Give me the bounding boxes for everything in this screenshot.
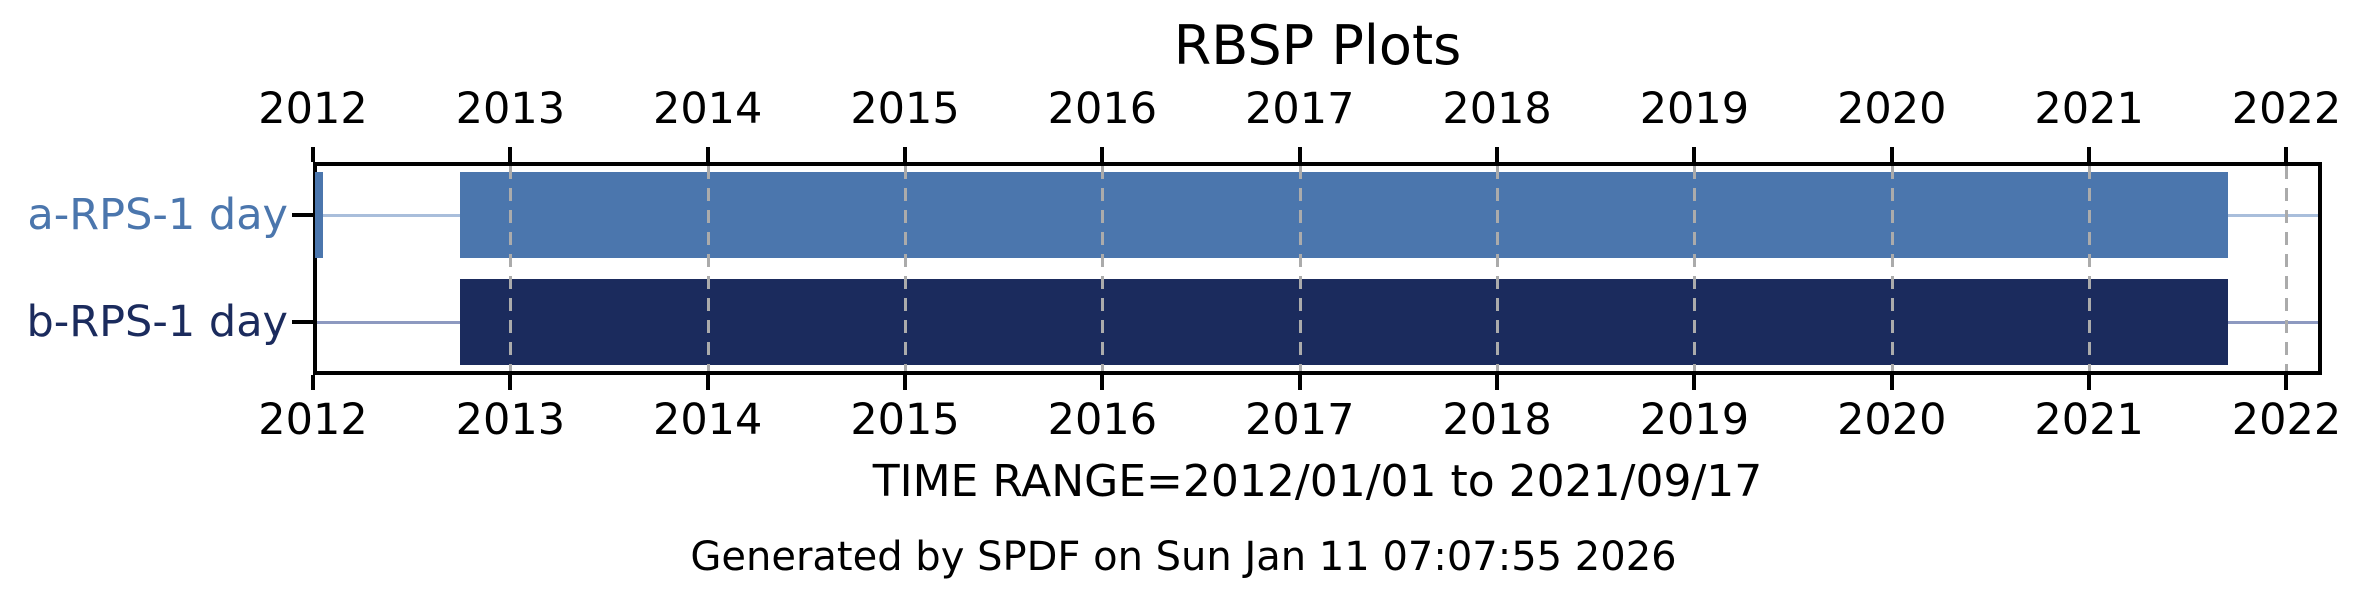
x-tick-mark-top [2087,147,2092,162]
x-tick-mark-top [705,147,710,162]
x-tick-mark-top [903,147,908,162]
x-tick-mark-bottom [705,375,710,390]
x-tick-mark-bottom [1692,375,1697,390]
x-tick-mark-bottom [508,375,513,390]
x-tick-label-bottom: 2016 [1047,395,1158,445]
year-grid-line [1101,166,1105,371]
x-tick-mark-bottom [2087,375,2092,390]
y-tick-mark [292,213,313,218]
x-tick-mark-top [1100,147,1105,162]
x-tick-label-top: 2019 [1639,84,1750,134]
x-tick-label-top: 2016 [1047,84,1158,134]
availability-bar-segment [460,172,2229,259]
x-tick-mark-bottom [1495,375,1500,390]
x-tick-label-top: 2014 [652,84,763,134]
x-tick-mark-top [1692,147,1697,162]
x-tick-label-top: 2018 [1442,84,1552,134]
x-tick-label-bottom: 2021 [2034,395,2144,445]
x-tick-label-top: 2013 [455,84,566,134]
x-tick-mark-bottom [1889,375,1894,390]
x-tick-label-bottom: 2017 [1245,395,1355,445]
time-range-label: TIME RANGE=2012/01/01 to 2021/09/17 [872,456,1763,507]
x-tick-mark-bottom [311,375,315,390]
row-label: a-RPS-1 day [27,190,288,241]
year-grid-line [1890,166,1894,371]
year-grid-line [2285,166,2289,371]
y-tick-mark [292,319,313,324]
x-tick-label-top: 2015 [850,84,960,134]
chart-title: RBSP Plots [1173,14,1462,77]
x-tick-label-bottom: 2015 [850,395,960,445]
x-tick-label-top: 2012 [258,84,368,134]
x-tick-label-bottom: 2018 [1442,395,1552,445]
x-tick-mark-bottom [2284,375,2289,390]
x-tick-mark-top [1889,147,1894,162]
x-tick-mark-top [2284,147,2289,162]
x-tick-label-bottom: 2013 [455,395,566,445]
year-grid-line [1496,166,1500,371]
x-tick-label-bottom: 2020 [1837,395,1947,445]
x-tick-label-top: 2017 [1245,84,1355,134]
x-tick-label-top: 2021 [2034,84,2144,134]
x-tick-label-bottom: 2014 [652,395,763,445]
availability-bar-segment [315,172,324,259]
year-grid-line [1298,166,1302,371]
x-tick-mark-top [1495,147,1500,162]
year-grid-line [904,166,908,371]
x-tick-label-top: 2020 [1837,84,1947,134]
year-grid-line [1693,166,1697,371]
x-tick-mark-top [508,147,513,162]
x-tick-mark-bottom [1297,375,1302,390]
year-grid-line [706,166,710,371]
x-tick-label-bottom: 2012 [258,395,368,445]
row-label: b-RPS-1 day [26,296,288,347]
generated-by-label: Generated by SPDF on Sun Jan 11 07:07:55… [690,534,1677,580]
year-grid-line [509,166,513,371]
x-tick-mark-top [311,147,315,162]
x-tick-label-bottom: 2022 [2231,395,2342,445]
year-grid-line [2088,166,2092,371]
availability-bar-segment [460,278,2229,365]
x-tick-label-top: 2022 [2231,84,2342,134]
x-tick-mark-bottom [903,375,908,390]
x-tick-label-bottom: 2019 [1639,395,1750,445]
x-tick-mark-bottom [1100,375,1105,390]
x-tick-mark-top [1297,147,1302,162]
